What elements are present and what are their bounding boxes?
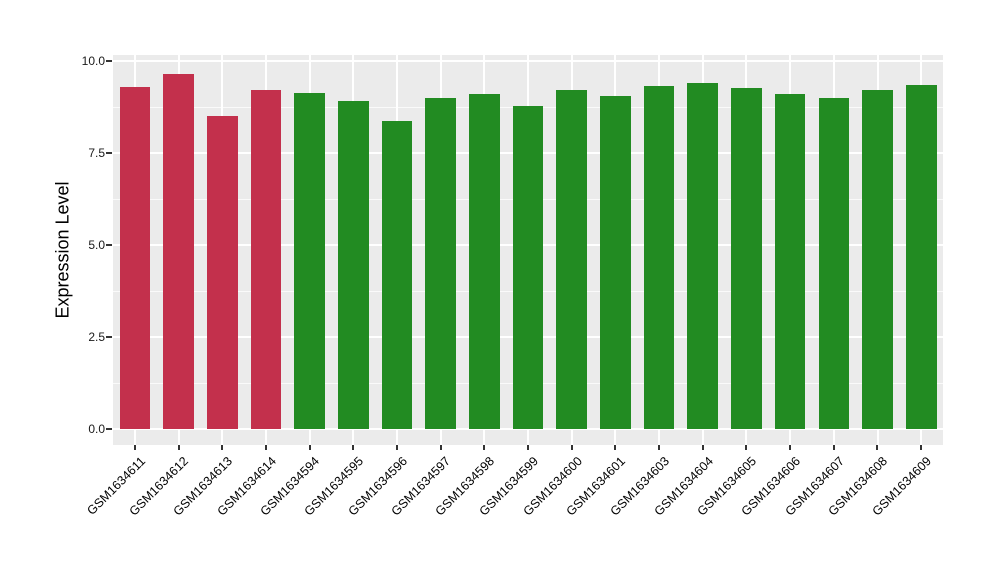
bar-GSM1634604 (687, 83, 719, 430)
x-tick-mark (789, 445, 792, 450)
x-tick-mark (133, 445, 136, 450)
x-tick-mark (658, 445, 661, 450)
x-tick-mark (221, 445, 224, 450)
bar-slot (288, 55, 332, 445)
bars-layer (113, 55, 943, 445)
y-tick-mark (106, 60, 112, 63)
bar-slot (550, 55, 594, 445)
bar-slot (506, 55, 550, 445)
bar-GSM1634595 (337, 101, 369, 430)
x-tick-mark (920, 445, 923, 450)
y-tick-mark (106, 152, 112, 155)
bar-GSM1634597 (425, 98, 456, 430)
y-tick-mark (106, 244, 112, 247)
bar-GSM1634607 (818, 98, 850, 430)
bar-GSM1634606 (774, 93, 806, 430)
bar-GSM1634598 (469, 94, 500, 430)
bar-slot (375, 55, 419, 445)
x-tick-mark (614, 445, 617, 450)
bar-slot (856, 55, 900, 445)
bar-GSM1634599 (512, 106, 544, 430)
x-tick-mark (832, 445, 835, 450)
bar-GSM1634609 (905, 85, 937, 430)
bar-GSM1634605 (731, 88, 762, 430)
bar-slot (244, 55, 288, 445)
x-tick-mark (745, 445, 748, 450)
bar-GSM1634600 (556, 90, 587, 430)
y-tick-label: 2.5 (88, 330, 105, 345)
bar-GSM1634612 (163, 74, 194, 430)
bar-slot (157, 55, 201, 445)
bar-GSM1634608 (862, 90, 893, 430)
x-tick-mark (395, 445, 398, 450)
bar-slot (419, 55, 463, 445)
bar-GSM1634614 (250, 90, 282, 430)
x-tick-mark (701, 445, 704, 450)
y-tick-mark (106, 428, 112, 431)
bar-GSM1634611 (119, 87, 151, 430)
x-tick-mark (570, 445, 573, 450)
x-tick-mark (177, 445, 180, 450)
bar-slot (594, 55, 638, 445)
bar-slot (331, 55, 375, 445)
x-tick-mark (264, 445, 267, 450)
y-tick-mark (106, 336, 112, 339)
x-tick-mark (439, 445, 442, 450)
y-tick-label: 10.0 (81, 54, 105, 69)
x-tick-mark (876, 445, 879, 450)
bar-slot (768, 55, 812, 445)
x-tick-mark (483, 445, 486, 450)
bar-slot (899, 55, 943, 445)
bar-slot (681, 55, 725, 445)
y-tick-label: 5.0 (88, 238, 105, 253)
bar-slot (200, 55, 244, 445)
bar-slot (463, 55, 507, 445)
bar-GSM1634594 (294, 93, 325, 430)
plot-panel (113, 55, 943, 445)
y-tick-label: 7.5 (88, 146, 105, 161)
bar-slot (113, 55, 157, 445)
x-tick-mark (352, 445, 355, 450)
bar-GSM1634601 (600, 96, 631, 430)
bar-slot (725, 55, 769, 445)
y-tick-label: 0.0 (88, 422, 105, 437)
bar-slot (637, 55, 681, 445)
x-tick-mark (308, 445, 311, 450)
x-tick-mark (527, 445, 529, 450)
bar-GSM1634603 (643, 85, 675, 430)
bar-GSM1634596 (381, 121, 413, 430)
bar-slot (812, 55, 856, 445)
bar-GSM1634613 (206, 115, 238, 430)
